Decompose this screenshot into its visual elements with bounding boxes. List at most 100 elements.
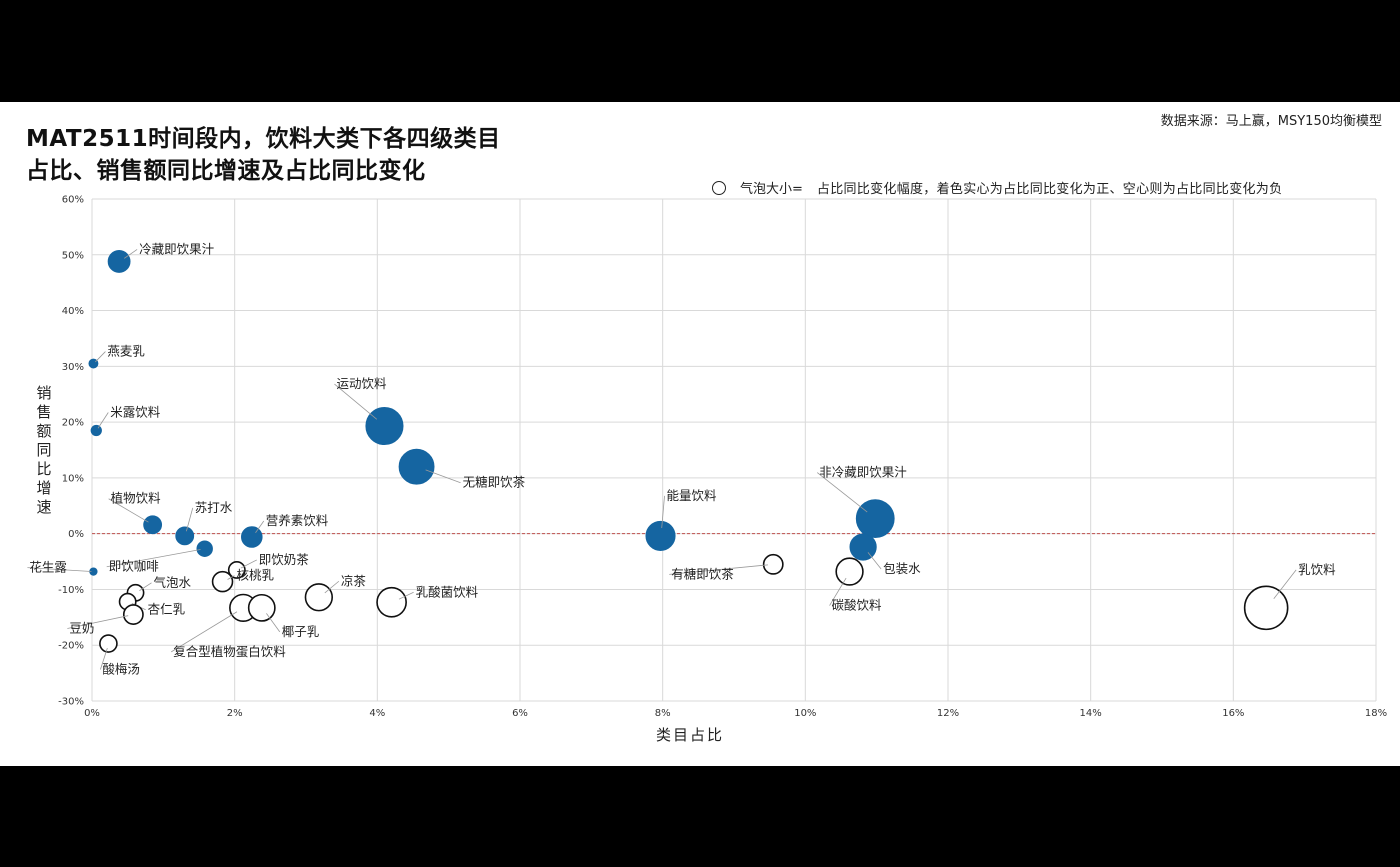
- label-leader-line: [829, 577, 847, 606]
- label-leader-line: [108, 498, 149, 523]
- bubble-label: 即饮咖啡: [109, 559, 160, 574]
- label-leader-line: [27, 567, 92, 572]
- bubble-label: 燕麦乳: [107, 344, 145, 359]
- legend-circle-icon: [712, 180, 726, 195]
- bubble-label: 非冷藏即饮果汁: [819, 465, 907, 480]
- bubble-point: [365, 406, 404, 446]
- bubble-point: [398, 448, 435, 485]
- x-axis-title: 类目占比: [656, 726, 724, 744]
- label-leader-line: [139, 582, 152, 591]
- bubble-label: 冷藏即饮果汁: [139, 241, 215, 256]
- chart-title-line1: MAT2511时间段内，饮料大类下各四级类目: [26, 126, 501, 152]
- bubble-label: 有糖即饮茶: [671, 566, 734, 581]
- label-leader-line: [266, 613, 281, 633]
- x-tick-label: 12%: [937, 708, 959, 719]
- label-leader-line: [816, 472, 868, 513]
- bubble-label: 碳酸饮料: [832, 598, 883, 613]
- label-leader-line: [324, 580, 340, 594]
- label-leader-line: [425, 469, 461, 484]
- bubble-point: [304, 583, 334, 612]
- bubble-point: [122, 604, 144, 625]
- label-leader-line: [67, 615, 129, 629]
- bubble-label: 复合型植物蛋白饮料: [173, 644, 286, 659]
- bubble-point: [376, 586, 407, 618]
- bubble-point: [855, 499, 895, 539]
- x-tick-label: 6%: [512, 708, 528, 719]
- x-tick-label: 8%: [655, 708, 671, 719]
- label-leader-line: [255, 520, 265, 533]
- label-leader-line: [240, 559, 257, 569]
- bubble-label: 营养素饮料: [266, 513, 329, 528]
- label-leader-line: [227, 575, 235, 580]
- bubble-label: 乳饮料: [1298, 562, 1336, 577]
- label-leader-line: [100, 647, 108, 670]
- bubble-point: [90, 424, 102, 437]
- bubble-point: [196, 540, 213, 557]
- y-tick-label: 40%: [62, 306, 84, 317]
- x-tick-label: 2%: [227, 708, 243, 719]
- y-tick-label: -20%: [58, 641, 84, 652]
- y-tick-label: -30%: [58, 697, 84, 708]
- bubble-label: 苏打水: [195, 500, 233, 515]
- bubble-point: [107, 250, 131, 273]
- legend-desc: 占比同比变化幅度，着色实心为占比同比变化为正、空心则为占比同比变化为负: [816, 182, 1283, 197]
- bubble-point: [143, 515, 163, 535]
- bubble-label: 包装水: [883, 561, 921, 576]
- label-leader-line: [97, 412, 109, 429]
- y-tick-label: 30%: [62, 362, 84, 373]
- y-axis-title: 销售额同比增速: [36, 384, 51, 516]
- label-leader-line: [185, 507, 194, 532]
- label-leader-line: [867, 552, 882, 570]
- label-leader-line: [669, 564, 769, 575]
- bubble-point: [645, 520, 676, 551]
- bubble-label: 杏仁乳: [148, 602, 186, 617]
- x-tick-label: 18%: [1365, 708, 1387, 719]
- bubble-label: 米露饮料: [110, 404, 161, 419]
- bubble-point: [211, 570, 234, 593]
- bubble-label: 无糖即饮茶: [463, 475, 526, 490]
- bubble-point: [835, 557, 864, 586]
- label-leader-line: [334, 383, 378, 420]
- bubble-label: 豆奶: [69, 621, 94, 636]
- bubble-point: [762, 553, 784, 575]
- x-tick-label: 0%: [84, 708, 100, 719]
- label-leader-line: [124, 249, 138, 259]
- bubble-label: 运动饮料: [336, 376, 387, 391]
- y-tick-label: 60%: [62, 195, 84, 206]
- y-tick-label: 0%: [68, 529, 84, 540]
- chart-panel: 0% 2% 4% 6% 8% 10% 12% 14% 16% 18% 60% 50% 40% 30% 20%…: [0, 102, 1400, 766]
- chart-title-line2: 占比、销售额同比增速及占比同比变化: [26, 158, 426, 184]
- label-leader-line: [171, 611, 238, 653]
- label-leader-line: [661, 495, 665, 529]
- bubble-point: [849, 533, 877, 561]
- x-tick-label: 4%: [369, 708, 385, 719]
- label-leader-line: [1273, 569, 1297, 600]
- x-tick-label: 16%: [1222, 708, 1244, 719]
- bubble-label: 植物饮料: [111, 491, 162, 506]
- y-tick-label: 10%: [62, 473, 84, 484]
- bubble-label: 花生露: [29, 560, 67, 575]
- bubble-label: 椰子乳: [282, 624, 320, 639]
- bubble-legend: 气泡大小= 占比同比变化幅度，着色实心为占比同比变化为正、空心则为占比同比变化为…: [712, 178, 1282, 197]
- bubble-point: [1243, 585, 1289, 631]
- y-tick-label: 20%: [62, 418, 84, 429]
- bubble-label: 凉茶: [341, 573, 367, 588]
- label-leader-line: [398, 591, 414, 600]
- legend-label: 气泡大小=: [740, 182, 803, 197]
- y-tick-label: 50%: [62, 250, 84, 261]
- bubble-label: 气泡水: [154, 575, 192, 590]
- label-leader-line: [95, 351, 106, 363]
- bubble-chart: 0% 2% 4% 6% 8% 10% 12% 14% 16% 18% 60% 50% 40% 30% 20%…: [27, 195, 1387, 744]
- bubble-point: [99, 634, 118, 653]
- data-source: 数据来源：马上赢，MSY150均衡模型: [1160, 114, 1382, 129]
- bubble-point: [227, 560, 246, 579]
- bubble-label: 酸梅汤: [102, 662, 140, 677]
- bubble-label: 乳酸菌饮料: [416, 584, 479, 599]
- bubble-point: [175, 526, 195, 546]
- bubble-point: [241, 526, 263, 548]
- y-tick-label: -10%: [58, 585, 84, 596]
- bubble-label: 能量饮料: [667, 488, 718, 503]
- bubble-label: 即饮奶茶: [259, 552, 310, 567]
- x-tick-label: 10%: [794, 708, 816, 719]
- bubble-point: [247, 593, 276, 622]
